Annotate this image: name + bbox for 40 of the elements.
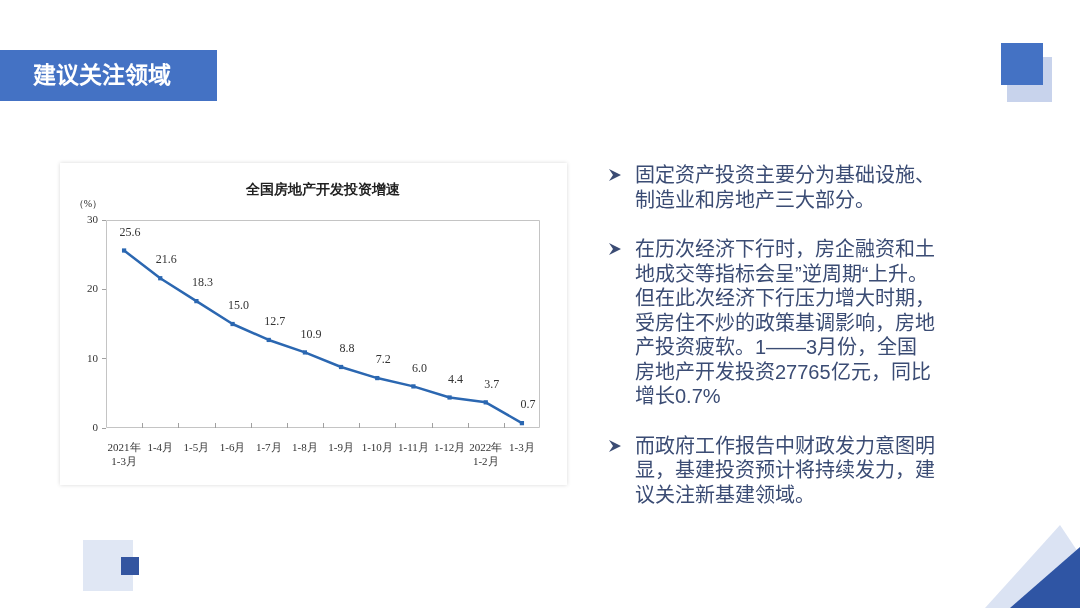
text: 建议关注领域 (0, 50, 217, 101)
point (230, 321, 235, 327)
x-tick-label: 2021年 1-3月 (107, 441, 141, 467)
data-label: 7.2 (375, 352, 391, 367)
y-axis-title: （%） (73, 197, 103, 209)
text: 而政府工作报告中财政发力意图明显，基建投资预计将持续发力，建议关注新基建领域。 (635, 433, 936, 507)
chart-title: 全国房地产开发投资增速 (245, 180, 401, 197)
x-tick-label: 1-9月 (328, 441, 354, 454)
point (121, 248, 127, 253)
data-label: 18.3 (191, 275, 213, 290)
x-tick-label: 1-3月 (509, 441, 535, 454)
x-tick-label: 1-11月 (398, 441, 429, 454)
point (411, 384, 416, 389)
data-label: 21.6 (155, 252, 177, 267)
data-label: 8.8 (339, 341, 355, 356)
x-tick-label: 1-6月 (219, 441, 246, 454)
x-tick-label: 1-4月 (147, 441, 174, 454)
x-tick-label: 2022年 1-2月 (469, 441, 503, 467)
data-label: 15.0 (228, 298, 250, 313)
y-tick-label: 0 (92, 420, 99, 433)
data-label: 6.0 (411, 360, 427, 375)
x-tick-label: 1-5月 (183, 441, 210, 454)
point (302, 350, 308, 355)
data-label: 25.6 (119, 224, 141, 239)
data-label: 12.7 (264, 314, 286, 329)
data-label: 4.4 (448, 371, 464, 386)
x-tick-label: 1-7月 (255, 441, 282, 454)
point (194, 299, 199, 304)
point (447, 395, 452, 400)
text: 固定资产投资主要分为基础设施、制造业和房地产三大部分。 (635, 163, 936, 212)
x-tick-label: 1-8月 (292, 441, 318, 454)
x-tick-label: 1-10月 (361, 441, 393, 454)
data-label: 0.7 (520, 397, 536, 412)
data-label: 10.9 (300, 326, 322, 341)
y-tick-label: 20 (87, 282, 99, 295)
text: 在历次经济下行时，房企融资和土地成交等指标会呈”逆周期“上升。但在此次经济下行压力增大时期，受房住不炒的政策基调影响，房地产投资疲软。1——3月份，全国房地产开发投资27765亿元，同比增长0.7% (635, 237, 936, 409)
y-tick-label: 30 (87, 212, 99, 225)
x-tick-label: 1-12月 (434, 441, 466, 454)
y-tick-label: 10 (87, 351, 99, 364)
data-label: 3.7 (484, 376, 500, 391)
